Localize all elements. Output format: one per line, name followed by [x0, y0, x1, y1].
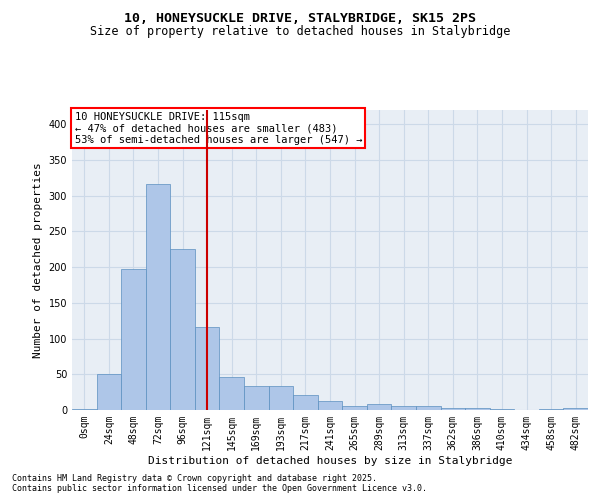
- Y-axis label: Number of detached properties: Number of detached properties: [33, 162, 43, 358]
- Text: Contains public sector information licensed under the Open Government Licence v3: Contains public sector information licen…: [12, 484, 427, 493]
- Bar: [97, 374, 121, 410]
- Bar: [440, 408, 465, 410]
- Bar: [391, 406, 416, 410]
- Bar: [121, 270, 146, 410]
- Bar: [195, 327, 220, 410]
- X-axis label: Distribution of detached houses by size in Stalybridge: Distribution of detached houses by size …: [148, 456, 512, 466]
- Text: Size of property relative to detached houses in Stalybridge: Size of property relative to detached ho…: [90, 25, 510, 38]
- Bar: [563, 408, 588, 410]
- Text: 10, HONEYSUCKLE DRIVE, STALYBRIDGE, SK15 2PS: 10, HONEYSUCKLE DRIVE, STALYBRIDGE, SK15…: [124, 12, 476, 26]
- Bar: [72, 408, 97, 410]
- Bar: [170, 248, 195, 410]
- Bar: [293, 395, 318, 410]
- Bar: [318, 402, 342, 410]
- Bar: [465, 408, 490, 410]
- Text: 10 HONEYSUCKLE DRIVE: 115sqm
← 47% of detached houses are smaller (483)
53% of s: 10 HONEYSUCKLE DRIVE: 115sqm ← 47% of de…: [74, 112, 362, 144]
- Bar: [367, 404, 391, 410]
- Bar: [146, 184, 170, 410]
- Bar: [342, 406, 367, 410]
- Bar: [244, 386, 269, 410]
- Bar: [416, 406, 440, 410]
- Bar: [269, 386, 293, 410]
- Bar: [220, 377, 244, 410]
- Text: Contains HM Land Registry data © Crown copyright and database right 2025.: Contains HM Land Registry data © Crown c…: [12, 474, 377, 483]
